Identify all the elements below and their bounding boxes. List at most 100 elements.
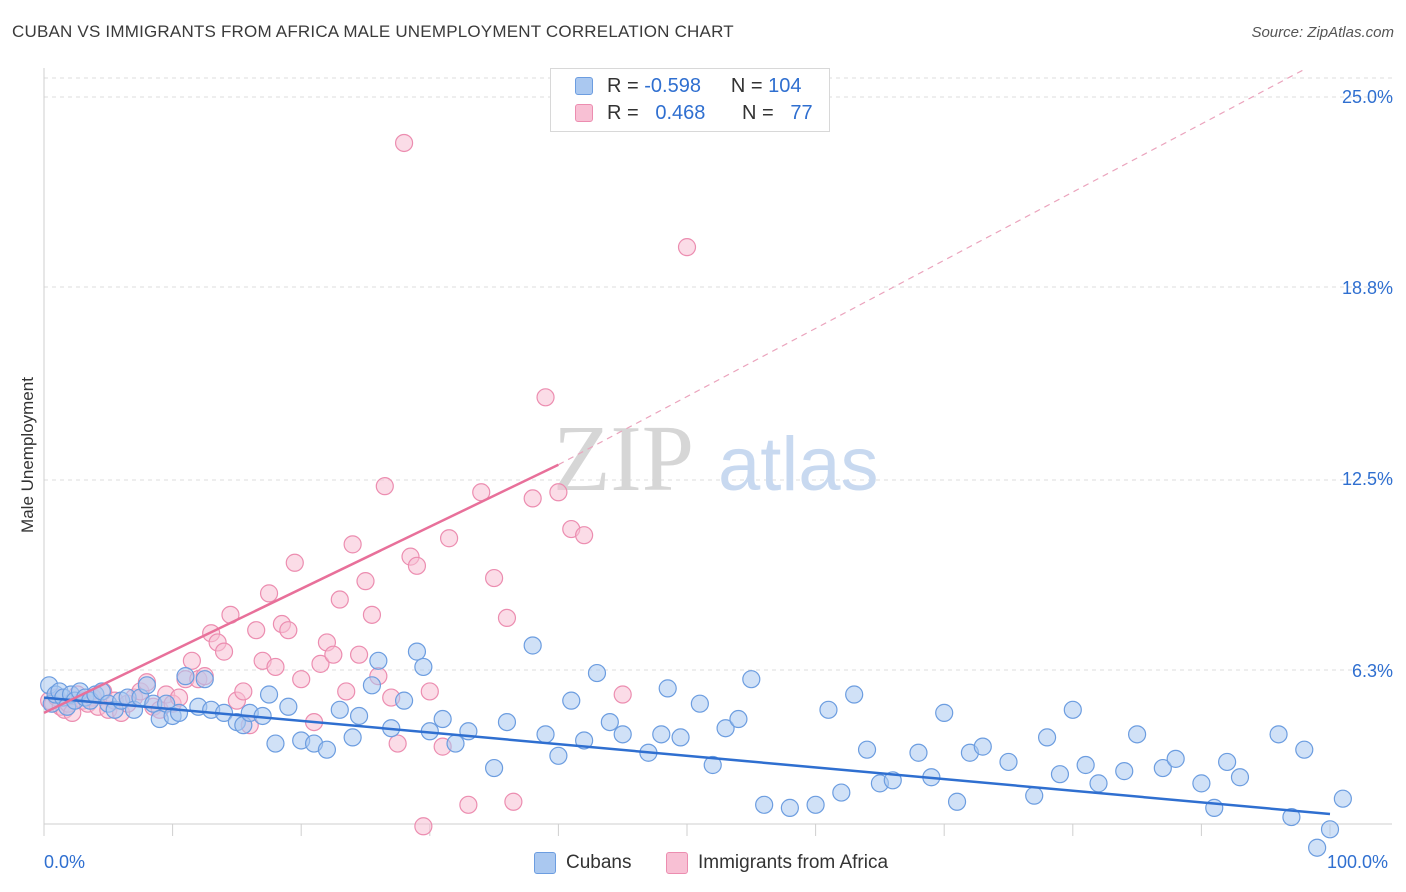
cubans-point xyxy=(1308,838,1327,857)
source-label: Source: ZipAtlas.com xyxy=(1251,24,1394,41)
cubans-point xyxy=(1320,820,1340,839)
cubans-point xyxy=(562,691,581,710)
africa-point xyxy=(182,651,201,670)
africa-point xyxy=(523,489,542,508)
africa-point xyxy=(677,238,697,257)
africa-point xyxy=(247,621,266,640)
n-value: 104 xyxy=(768,74,802,97)
cubans-point xyxy=(652,725,671,744)
cubans-point xyxy=(999,752,1018,772)
africa-point xyxy=(279,621,298,640)
n-label: N = xyxy=(742,101,774,124)
cubans-point xyxy=(1115,762,1134,781)
cubans-point xyxy=(446,734,465,753)
cubans-point xyxy=(169,703,189,722)
cubans-point xyxy=(266,734,285,753)
cubans-point xyxy=(935,703,954,722)
y-tick-label: 12.5% xyxy=(1341,469,1393,489)
legend-item-africa[interactable]: Immigrants from Africa xyxy=(666,852,888,874)
africa-swatch-icon xyxy=(575,104,593,122)
series-legend: Cubans Immigrants from Africa xyxy=(0,852,1406,878)
africa-point xyxy=(337,682,356,701)
cubans-swatch-icon xyxy=(575,77,593,95)
africa-point xyxy=(497,608,517,628)
legend-label-africa: Immigrants from Africa xyxy=(698,852,889,873)
cubans-point xyxy=(1282,807,1301,827)
cubans-point xyxy=(716,719,735,738)
legend-row-africa: R = 0.468 N = 77 xyxy=(575,101,813,125)
r-value: -0.598 xyxy=(644,74,701,97)
legend-label-cubans: Cubans xyxy=(566,852,632,873)
cubans-point xyxy=(176,667,195,686)
africa-point xyxy=(362,605,382,624)
cubans-point xyxy=(1050,765,1070,784)
grid-lines xyxy=(44,77,1392,671)
cubans-point xyxy=(485,758,504,778)
legend-row-cubans: R = -0.598 N = 104 xyxy=(575,74,802,98)
cubans-point xyxy=(1295,740,1314,759)
cubans-point xyxy=(349,706,369,726)
cubans-point xyxy=(755,795,774,814)
cubans-point xyxy=(369,651,388,670)
cubans-point xyxy=(1089,774,1108,793)
cubans-point xyxy=(671,728,690,747)
africa-point xyxy=(394,133,414,153)
africa-point xyxy=(324,645,343,664)
y-tick-label: 6.3% xyxy=(1351,661,1393,681)
cubans-point xyxy=(1037,728,1057,747)
cubans-point xyxy=(1269,725,1288,744)
cubans-point xyxy=(729,709,748,729)
africa-trend-extension xyxy=(558,68,1305,466)
watermark: ZIP atlas xyxy=(553,407,879,511)
cubans-point xyxy=(819,700,838,719)
africa-point xyxy=(575,526,594,545)
cubans-point xyxy=(523,636,542,655)
cubans-point xyxy=(1127,725,1147,744)
cubans-point xyxy=(973,737,992,756)
cubans-swatch-icon xyxy=(534,852,556,874)
cubans-point xyxy=(414,657,433,677)
cubans-trend-line xyxy=(43,696,1331,816)
cubans-point xyxy=(362,676,382,695)
r-label: R = xyxy=(607,101,639,124)
cubans-point xyxy=(1076,755,1095,775)
africa-point xyxy=(330,590,349,609)
cubans-point xyxy=(407,642,427,661)
correlation-legend: R = -0.598 N = 104 R = 0.468 N = 77 xyxy=(550,68,830,132)
africa-point xyxy=(285,553,304,572)
africa-point xyxy=(388,734,407,753)
africa-swatch-icon xyxy=(666,852,688,874)
legend-item-cubans[interactable]: Cubans xyxy=(534,852,632,874)
y-tick-label: 25.0% xyxy=(1341,87,1393,107)
n-label: N = xyxy=(730,74,763,97)
cubans-point xyxy=(1166,749,1185,768)
x-tick-min: 0.0% xyxy=(44,852,86,872)
africa-point xyxy=(536,388,555,407)
africa-point xyxy=(459,795,478,814)
watermark-atlas: atlas xyxy=(718,422,879,507)
africa-point xyxy=(439,529,459,548)
africa-point xyxy=(259,584,279,603)
africa-point xyxy=(613,685,632,704)
africa-point xyxy=(292,670,311,689)
cubans-point xyxy=(832,783,851,802)
x-tick-max: 100.0% xyxy=(1327,852,1389,872)
r-label: R = xyxy=(607,74,639,97)
africa-trend-line xyxy=(43,463,559,715)
y-tick-label: 18.8% xyxy=(1341,278,1393,298)
r-value: 0.468 xyxy=(655,101,706,124)
cubans-point xyxy=(613,725,632,744)
cubans-point xyxy=(845,685,864,704)
africa-point xyxy=(549,483,568,502)
africa-point xyxy=(407,556,427,575)
cubans-point xyxy=(806,795,825,814)
africa-point xyxy=(356,572,375,591)
cubans-point xyxy=(1333,789,1352,808)
cubans-point xyxy=(317,740,337,759)
cubans-point xyxy=(909,743,928,762)
africa-point xyxy=(414,817,433,836)
africa-point xyxy=(343,535,362,554)
cubans-point xyxy=(1153,758,1172,778)
cubans-point xyxy=(703,755,722,775)
